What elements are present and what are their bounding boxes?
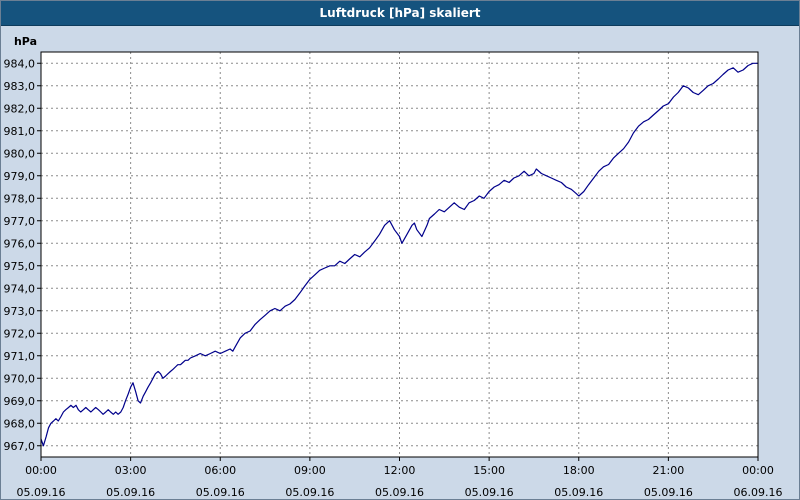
window-title: Luftdruck [hPa] skaliert	[319, 6, 481, 20]
pressure-line-chart: 967,0 968,0 969,0 970,0 971,0 972,0 973,0 974,0…	[1, 26, 799, 499]
svg-text:981,0: 981,0	[4, 125, 36, 138]
svg-text:976,0: 976,0	[4, 237, 36, 250]
svg-text:978,0: 978,0	[4, 192, 36, 205]
svg-text:05.09.16: 05.09.16	[465, 486, 514, 499]
svg-text:05.09.16: 05.09.16	[106, 486, 155, 499]
svg-text:00:00: 00:00	[25, 464, 57, 477]
svg-text:05.09.16: 05.09.16	[196, 486, 245, 499]
svg-text:15:00: 15:00	[473, 464, 505, 477]
svg-text:980,0: 980,0	[4, 147, 36, 160]
title-bar: Luftdruck [hPa] skaliert	[1, 1, 799, 26]
svg-text:971,0: 971,0	[4, 350, 36, 363]
svg-text:05.09.16: 05.09.16	[554, 486, 603, 499]
svg-text:06.09.16: 06.09.16	[734, 486, 783, 499]
svg-text:984,0: 984,0	[4, 57, 36, 70]
svg-text:06:00: 06:00	[204, 464, 236, 477]
svg-text:03:00: 03:00	[115, 464, 147, 477]
svg-text:977,0: 977,0	[4, 215, 36, 228]
svg-text:21:00: 21:00	[653, 464, 685, 477]
svg-text:05.09.16: 05.09.16	[285, 486, 334, 499]
svg-text:967,0: 967,0	[4, 440, 36, 453]
svg-text:968,0: 968,0	[4, 417, 36, 430]
svg-text:979,0: 979,0	[4, 170, 36, 183]
svg-text:05.09.16: 05.09.16	[17, 486, 66, 499]
svg-text:09:00: 09:00	[294, 464, 326, 477]
svg-text:969,0: 969,0	[4, 395, 36, 408]
svg-text:970,0: 970,0	[4, 372, 36, 385]
svg-text:982,0: 982,0	[4, 102, 36, 115]
svg-text:975,0: 975,0	[4, 260, 36, 273]
svg-text:00:00: 00:00	[742, 464, 774, 477]
svg-text:18:00: 18:00	[563, 464, 595, 477]
svg-text:12:00: 12:00	[384, 464, 416, 477]
svg-text:05.09.16: 05.09.16	[644, 486, 693, 499]
svg-text:974,0: 974,0	[4, 282, 36, 295]
svg-text:05.09.16: 05.09.16	[375, 486, 424, 499]
svg-text:973,0: 973,0	[4, 305, 36, 318]
svg-text:972,0: 972,0	[4, 327, 36, 340]
chart-area: 967,0 968,0 969,0 970,0 971,0 972,0 973,0 974,0…	[1, 26, 799, 499]
svg-text:983,0: 983,0	[4, 80, 36, 93]
svg-text:hPa: hPa	[14, 35, 37, 48]
